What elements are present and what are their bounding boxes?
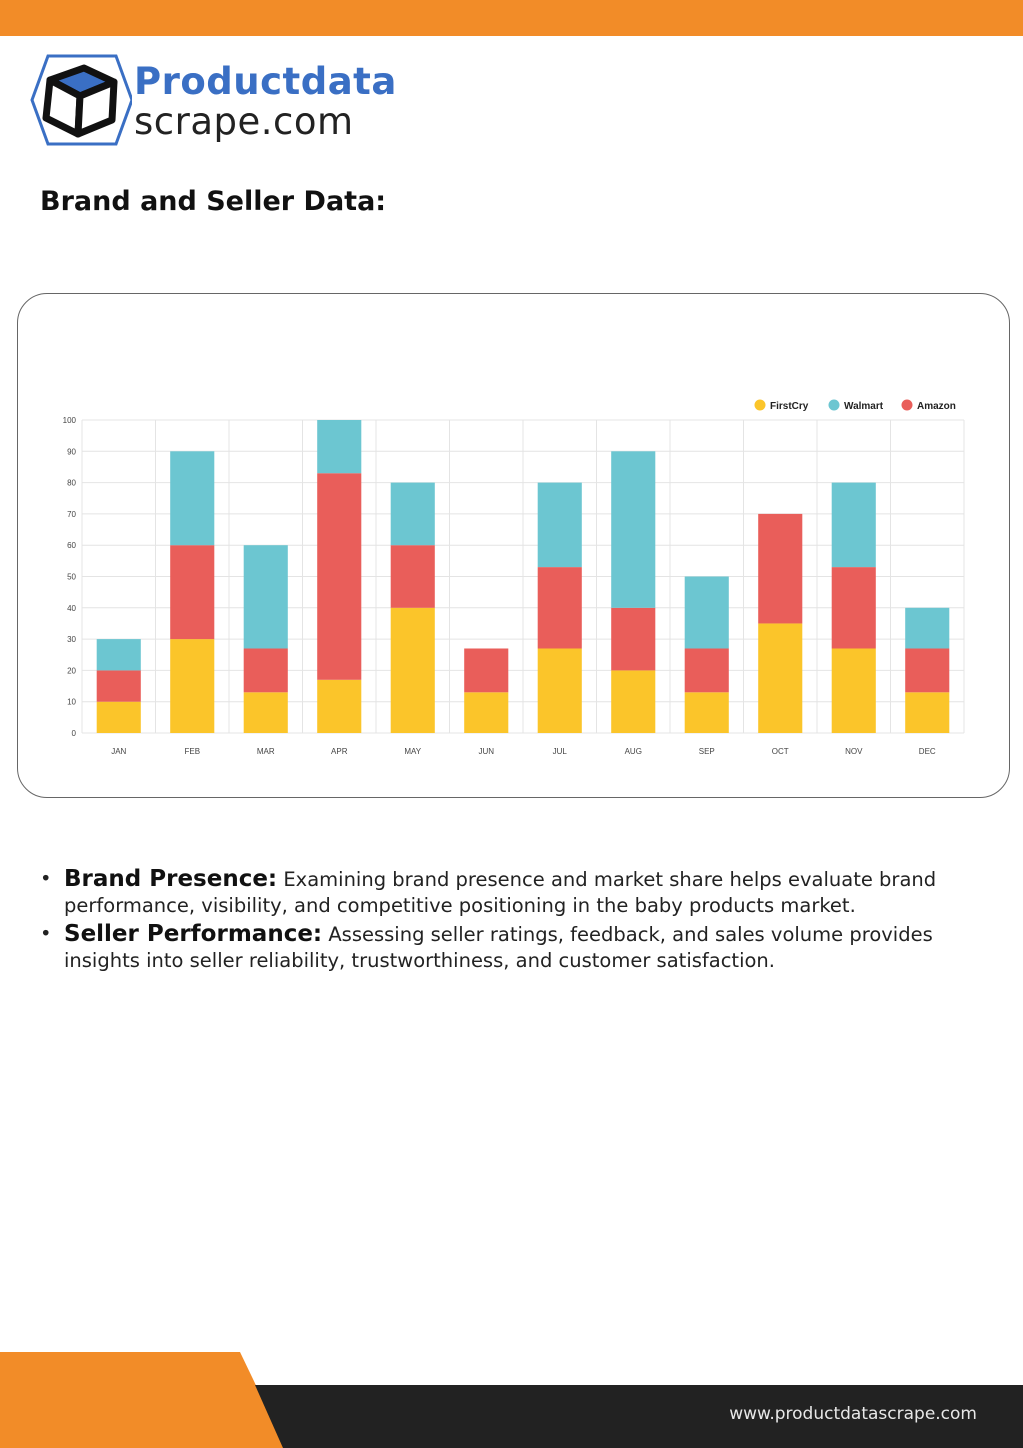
footer-website-link[interactable]: www.productdatascrape.com <box>729 1404 977 1424</box>
y-tick-label: 10 <box>67 698 76 707</box>
bar-segment-amazon <box>390 545 435 608</box>
x-tick-label: MAY <box>404 747 421 756</box>
x-tick-label: OCT <box>772 747 789 756</box>
top-accent-bar <box>0 0 1023 36</box>
footer-dark-band <box>255 1385 1023 1448</box>
bullet-title: Seller Performance: <box>64 921 323 947</box>
chart-card: 0 10 20 30 40 50 60 70 80 90 100 JAN FEB MAR APR MAY JUN… <box>17 293 1010 798</box>
bar-segment-firstcry <box>464 692 509 733</box>
x-tick-label: JAN <box>111 747 126 756</box>
bullet-list: • Brand Presence: Examining brand presenc… <box>40 866 990 976</box>
y-tick-label: 70 <box>67 510 76 519</box>
y-tick-label: 40 <box>67 604 76 613</box>
x-tick-label: NOV <box>845 747 863 756</box>
bar-segment-walmart <box>905 607 950 649</box>
bar-segment-walmart <box>831 482 876 568</box>
bullet-item-brand-presence: • Brand Presence: Examining brand presenc… <box>40 866 990 919</box>
bar-segment-firstcry <box>831 648 876 733</box>
legend-marker <box>754 399 766 411</box>
footer-orange-shape <box>0 1352 286 1448</box>
legend-marker <box>901 399 913 411</box>
bar-segment-amazon <box>170 545 215 640</box>
bullet-item-seller-performance: • Seller Performance: Assessing seller ra… <box>40 921 990 974</box>
legend-label: Amazon <box>917 401 956 412</box>
bar-segment-walmart <box>611 451 656 608</box>
bar-segment-amazon <box>684 648 729 693</box>
bar-segment-walmart <box>243 545 288 649</box>
bar-segment-firstcry <box>243 692 288 733</box>
y-tick-label: 30 <box>67 635 76 644</box>
bar-segment-amazon <box>905 648 950 693</box>
x-tick-label: SEP <box>699 747 715 756</box>
section-heading: Brand and Seller Data: <box>40 186 387 217</box>
bar-segment-firstcry <box>758 623 803 733</box>
bar-segment-walmart <box>537 482 582 568</box>
x-tick-label: FEB <box>184 747 200 756</box>
bar-segment-walmart <box>317 420 362 474</box>
bar-segment-firstcry <box>684 692 729 733</box>
bullet-dot: • <box>40 922 52 945</box>
y-tick-label: 20 <box>67 666 76 675</box>
x-tick-label: AUG <box>625 747 642 756</box>
logo-text-primary: Productdata <box>134 60 397 103</box>
bar-segment-amazon <box>758 513 803 624</box>
bar-segment-amazon <box>464 648 509 693</box>
legend-label: Walmart <box>844 401 884 412</box>
bar-segment-walmart <box>96 639 141 671</box>
bar-segment-amazon <box>831 567 876 649</box>
bar-segment-firstcry <box>611 670 656 733</box>
stacked-bar-chart: 0 10 20 30 40 50 60 70 80 90 100 JAN FEB MAR APR MAY JUN… <box>63 399 965 756</box>
bullet-title: Brand Presence: <box>64 866 278 892</box>
bar-segment-walmart <box>684 576 729 649</box>
bar-segment-firstcry <box>170 639 215 733</box>
y-tick-label: 100 <box>63 416 77 425</box>
x-tick-label: MAR <box>257 747 275 756</box>
bar-segment-amazon <box>611 607 656 671</box>
x-tick-label: APR <box>331 747 348 756</box>
y-tick-label: 50 <box>67 573 76 582</box>
cube-icon <box>30 54 134 146</box>
brand-logo: Productdata scrape.com <box>28 50 396 150</box>
bar-segment-amazon <box>96 670 141 702</box>
y-tick-label: 80 <box>67 479 76 488</box>
bar-segment-firstcry <box>390 607 435 733</box>
x-tick-label: JUL <box>553 747 568 756</box>
bar-segment-walmart <box>390 482 435 546</box>
y-tick-label: 0 <box>72 729 77 738</box>
logo-text-secondary: scrape.com <box>134 100 354 143</box>
x-tick-label: DEC <box>919 747 936 756</box>
legend-label: FirstCry <box>770 401 809 412</box>
bar-segment-walmart <box>170 451 215 546</box>
bullet-dot: • <box>40 867 52 890</box>
y-tick-label: 90 <box>67 447 76 456</box>
bullet-text: Assessing seller ratings, feedback, and … <box>64 923 933 972</box>
x-tick-label: JUN <box>478 747 494 756</box>
bar-segment-amazon <box>317 473 362 680</box>
legend-marker <box>828 399 840 411</box>
bullet-text: Examining brand presence and market shar… <box>64 868 937 917</box>
bar-segment-firstcry <box>905 692 950 733</box>
bar-segment-firstcry <box>96 701 141 733</box>
y-tick-label: 60 <box>67 541 76 550</box>
bar-segment-amazon <box>243 648 288 693</box>
bar-segment-firstcry <box>317 679 362 733</box>
bar-segment-amazon <box>537 567 582 649</box>
bar-segment-firstcry <box>537 648 582 733</box>
